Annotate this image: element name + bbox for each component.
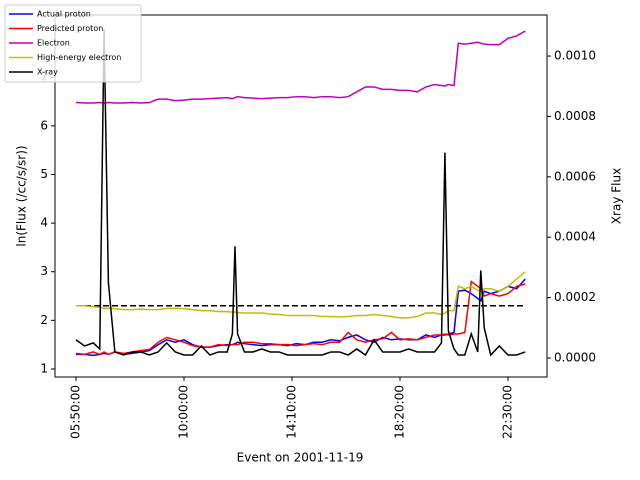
y-axis-label: ln(Flux (/cc/s/sr)) <box>15 145 29 246</box>
y2-tick-label: 0.0004 <box>554 230 596 244</box>
y-tick-label: 2 <box>40 313 48 327</box>
legend-box <box>4 4 142 83</box>
y2-tick-label: 0.0008 <box>554 109 596 123</box>
axes-frame <box>54 14 548 378</box>
x-tick-label: 14:10:00 <box>284 385 298 439</box>
legend-label: Predicted proton <box>37 24 103 33</box>
legend-label: High-energy electron <box>37 53 121 62</box>
x-tick-label: 05:50:00 <box>68 385 82 439</box>
y-tick-label: 3 <box>40 264 48 278</box>
y-tick-label: 1 <box>40 361 48 375</box>
x-axis-label: Event on 2001-11-19 <box>237 451 364 465</box>
y-tick-label: 6 <box>40 118 48 132</box>
series-line <box>75 28 526 357</box>
y2-tick-label: 0.0000 <box>554 351 596 365</box>
y-tick-label: 4 <box>40 216 48 230</box>
y2-tick-label: 0.0006 <box>554 169 596 183</box>
y2-tick-label: 0.0002 <box>554 290 596 304</box>
legend-label: Electron <box>37 39 70 48</box>
y2-axis-label: Xray Flux <box>610 168 624 224</box>
legend-label: Actual proton <box>37 10 91 19</box>
series-line <box>75 30 526 104</box>
series-line <box>75 271 526 319</box>
legend: Actual proton Predicted proton Electron Hig… <box>4 4 142 83</box>
series-line <box>75 280 526 356</box>
legend-label: X-ray <box>37 68 58 77</box>
x-tick-label: 10:00:00 <box>176 385 190 439</box>
x-tick-label: 18:20:00 <box>392 385 406 439</box>
x-tick-label: 22:30:00 <box>500 385 514 439</box>
y2-tick-label: 0.0010 <box>554 49 596 63</box>
y-tick-label: 5 <box>40 167 48 181</box>
